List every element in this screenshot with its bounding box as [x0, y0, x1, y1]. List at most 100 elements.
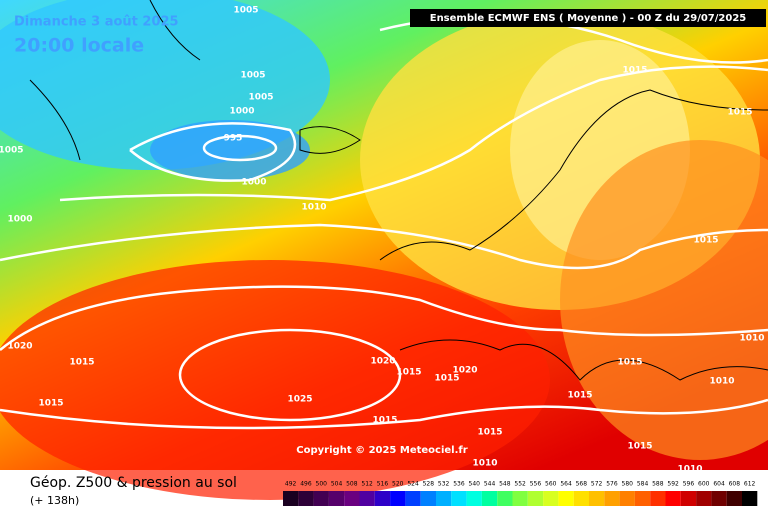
east-area — [560, 140, 768, 460]
isobar-label: 1015 — [693, 236, 718, 246]
legend-swatch — [711, 491, 727, 506]
legend-swatch — [527, 491, 544, 506]
legend-label: 588 — [652, 481, 664, 488]
legend-label: 596 — [683, 481, 695, 488]
isobar-label: 995 — [224, 134, 243, 144]
isobar-label: 1025 — [287, 395, 312, 405]
legend-label: 568 — [576, 481, 588, 488]
copyright: Copyright © 2025 Meteociel.fr — [296, 445, 467, 456]
legend-label: 592 — [667, 481, 679, 488]
legend-label: 492 — [285, 481, 297, 488]
time-label: 20:00 locale — [14, 35, 144, 57]
isobar-label: 1015 — [622, 66, 647, 76]
isobar-label: 1010 — [709, 377, 734, 387]
legend-swatch — [283, 491, 299, 506]
legend-label: 524 — [407, 481, 419, 488]
legend-label: 604 — [713, 481, 725, 488]
legend-swatch — [650, 491, 666, 506]
run-info: Ensemble ECMWF ENS ( Moyenne ) - 00 Z du… — [430, 13, 747, 24]
legend-label: 584 — [637, 481, 649, 488]
legend-swatch — [313, 491, 329, 506]
legend-swatch — [405, 491, 421, 506]
isobar-label: 1010 — [677, 465, 702, 475]
legend-label: 512 — [361, 481, 373, 488]
isobar-label: 1015 — [396, 368, 421, 378]
legend-label: 556 — [530, 481, 542, 488]
legend-label: 496 — [300, 481, 312, 488]
isobar-label: 1005 — [248, 93, 273, 103]
legend-swatch — [589, 491, 605, 506]
isobar-label: 1015 — [627, 442, 652, 452]
isobar-label: 1005 — [240, 71, 265, 81]
legend-label: 560 — [545, 481, 557, 488]
isobar-label: 1015 — [434, 374, 459, 384]
legend-label: 548 — [499, 481, 511, 488]
legend-swatch — [481, 491, 498, 506]
run-banner — [410, 9, 766, 27]
legend-label: 504 — [331, 481, 343, 488]
legend-swatch — [742, 491, 758, 506]
legend-swatch — [604, 491, 620, 506]
isobar-label: 1000 — [7, 215, 32, 225]
isobar-label: 1020 — [7, 342, 32, 352]
isobar-label: 1015 — [617, 358, 642, 368]
isobar-label: 1015 — [727, 108, 752, 118]
legend-swatch — [328, 491, 345, 506]
legend-swatch — [298, 491, 314, 506]
legend-label: 572 — [591, 481, 603, 488]
legend-swatch — [619, 491, 635, 506]
legend-label: 608 — [729, 481, 741, 488]
isobar-label: 1010 — [472, 459, 497, 469]
legend-label: 536 — [453, 481, 465, 488]
legend-label: 552 — [514, 481, 526, 488]
legend-swatch — [512, 491, 528, 506]
legend-label: 564 — [560, 481, 572, 488]
isobar-label: 1020 — [370, 357, 395, 367]
isobar-label: 1015 — [372, 416, 397, 426]
isobar-label: 1005 — [233, 6, 258, 16]
legend-swatch — [436, 491, 452, 506]
legend-label: 544 — [484, 481, 496, 488]
isobar-label: 1010 — [301, 203, 326, 213]
legend-label: 612 — [744, 481, 756, 488]
legend-swatch — [466, 491, 482, 506]
legend-label: 576 — [606, 481, 618, 488]
legend-swatch — [497, 491, 513, 506]
isobar-label: 1000 — [229, 107, 254, 117]
south-area — [0, 260, 550, 500]
legend-swatch — [726, 491, 742, 506]
legend-swatch — [680, 491, 697, 506]
date-label: Dimanche 3 août 2025 — [14, 15, 179, 30]
legend-swatch — [359, 491, 375, 506]
legend-label: 580 — [622, 481, 634, 488]
legend-label: 520 — [392, 481, 404, 488]
coastlines — [29, 0, 768, 381]
footer-title: Géop. Z500 & pression au sol — [30, 475, 237, 491]
isobar-label: 1015 — [69, 358, 94, 368]
legend-swatch — [665, 491, 681, 506]
isobar-label: 1015 — [477, 428, 502, 438]
isobar-label: 1000 — [241, 178, 266, 188]
legend-label: 532 — [438, 481, 450, 488]
legend-swatch — [696, 491, 712, 506]
legend-swatch — [573, 491, 589, 506]
legend-label: 600 — [698, 481, 710, 488]
legend-label: 508 — [346, 481, 358, 488]
isobar-label: 1005 — [0, 146, 24, 156]
low-area — [150, 120, 310, 180]
legend-label: 528 — [423, 481, 435, 488]
legend-swatch — [390, 491, 406, 506]
isobar-label: 1010 — [739, 334, 764, 344]
isobar-label: 1020 — [452, 366, 477, 376]
legend-swatch — [451, 491, 467, 506]
legend-swatch — [420, 491, 436, 506]
legend-swatch — [374, 491, 391, 506]
legend-swatch — [558, 491, 574, 506]
legend-label: 500 — [316, 481, 328, 488]
legend-swatch — [543, 491, 559, 506]
isobar-label: 1015 — [38, 399, 63, 409]
isobar-label: 1015 — [567, 391, 592, 401]
legend-swatch — [634, 491, 651, 506]
footer-lead: (+ 138h) — [30, 494, 79, 507]
